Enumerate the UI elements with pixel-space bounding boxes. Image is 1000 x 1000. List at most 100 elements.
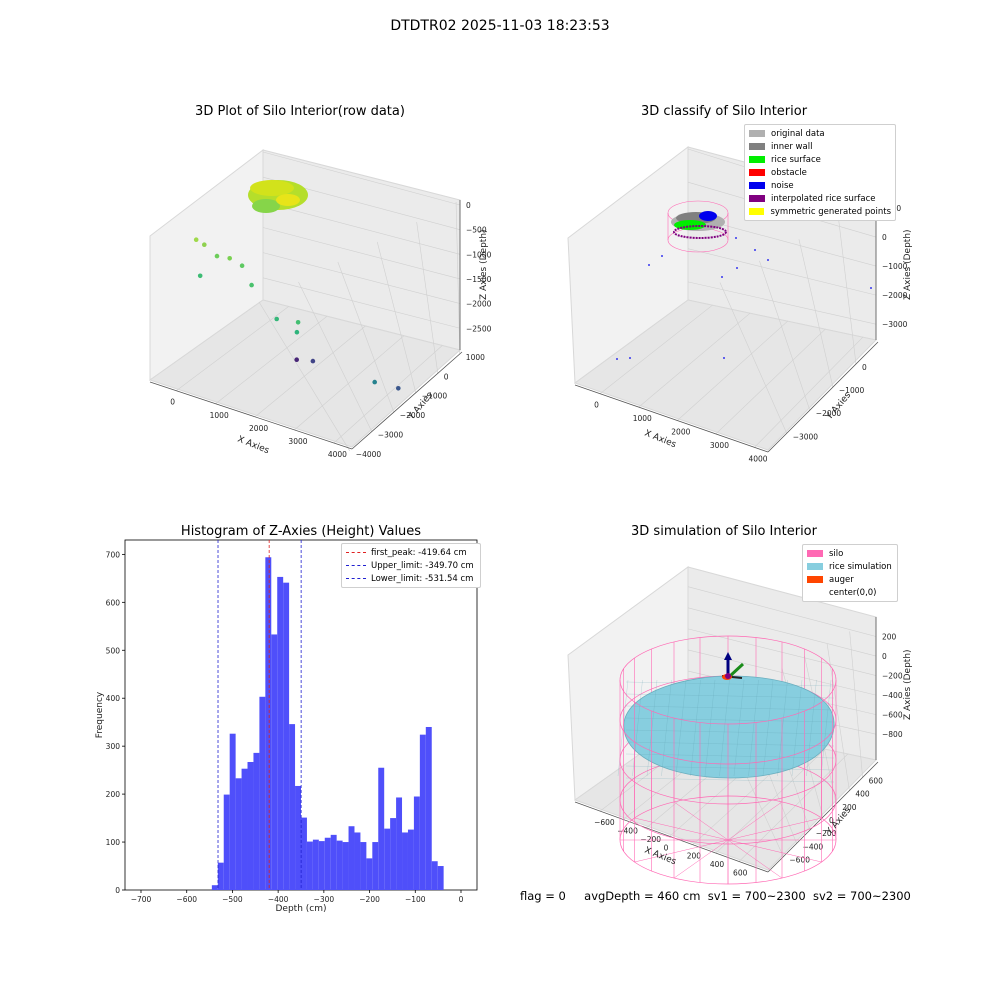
p1-grid-y <box>455 201 461 354</box>
p1-grid-y <box>298 281 373 432</box>
surface-blob-lower <box>252 199 280 213</box>
p4-grid-z <box>687 607 877 657</box>
p2-y-tick: −2000 <box>816 409 842 418</box>
histogram-bar <box>437 866 444 890</box>
p4-y-tick: −200 <box>816 829 837 838</box>
histogram-bar <box>342 842 349 890</box>
legend-swatch <box>807 576 823 583</box>
p2-x-tick: 2000 <box>671 428 690 437</box>
panel4-x-label: X Axies <box>643 846 678 868</box>
legend-item: noise <box>749 179 891 192</box>
p1-y-tick: −2000 <box>400 411 426 420</box>
panel4-title: 3D simulation of Silo Interior <box>631 524 817 539</box>
p4-y-tick: 600 <box>869 776 884 785</box>
raw-point <box>372 379 378 385</box>
p4-z-tick: −200 <box>882 672 903 681</box>
figure-title: DTDTR02 2025-11-03 18:23:53 <box>390 18 610 34</box>
histogram-bar <box>407 829 414 890</box>
p4-grid-y <box>849 631 863 778</box>
legend-item: rice surface <box>749 153 891 166</box>
panel3-title: Histogram of Z-Axies (Height) Values <box>180 524 422 539</box>
p1-y-tick: 0 <box>444 372 449 381</box>
legend-label: obstacle <box>771 167 807 178</box>
flag-value: flag = 0 <box>520 889 566 903</box>
panel1-box <box>148 148 463 452</box>
p2-grid-y <box>719 282 787 434</box>
p4-grid-x <box>738 753 849 862</box>
y-tick-label: 500 <box>106 646 121 655</box>
x-tick-label: −100 <box>405 895 426 904</box>
p4-y-tick: 400 <box>855 790 870 799</box>
x-tick-label: 0 <box>459 895 464 904</box>
x-axis-line <box>149 381 353 450</box>
legend-label: rice surface <box>771 154 821 165</box>
y-tick-label: 300 <box>106 742 121 751</box>
y-tick-label: 700 <box>106 550 121 559</box>
histogram-bar <box>390 818 397 890</box>
p1-grid-z <box>262 277 461 329</box>
x-tick-label: −600 <box>176 895 197 904</box>
p1-y-tick: −1000 <box>422 392 448 401</box>
legend-line-sample <box>346 578 366 579</box>
legend-label: silo <box>829 548 844 559</box>
histogram-bar <box>223 794 230 890</box>
histogram-bar <box>217 862 224 890</box>
p2-grid-y <box>759 260 811 411</box>
raw-point <box>310 358 316 364</box>
p2-y-tick: −1000 <box>839 386 865 395</box>
legend-swatch <box>749 182 765 189</box>
p4-grid-y <box>826 643 850 791</box>
p1-z-tick: −2500 <box>466 324 492 333</box>
p4-x-tick: −600 <box>594 818 615 827</box>
raw-point <box>249 282 254 288</box>
legend-label: center(0,0) <box>829 587 877 598</box>
p2-grid-x <box>638 312 751 408</box>
raw-point <box>202 242 207 247</box>
p2-z-tick: −3000 <box>882 320 908 329</box>
legend-swatch <box>749 195 765 202</box>
histogram-bar <box>419 734 426 890</box>
p4-y-tick: 200 <box>842 803 857 812</box>
avg-depth-value: avgDepth = 460 cm <box>584 889 701 903</box>
y-axis-line <box>767 341 879 453</box>
p1-z-tick: −2000 <box>466 300 492 309</box>
histogram-bar <box>271 634 278 890</box>
sv1-value: sv1 = 700~2300 <box>707 889 806 903</box>
hist-y-label: Frequency <box>95 691 105 738</box>
p1-y-tick: −3000 <box>378 431 404 440</box>
p4-z-tick: 0 <box>882 652 887 661</box>
panel2-noise-points <box>616 237 872 360</box>
legend-item: center(0,0) <box>807 586 893 599</box>
silo-floor-spoke <box>727 801 783 841</box>
legend-swatch <box>749 208 765 215</box>
legend-label: inner wall <box>771 141 813 152</box>
p1-x-tick: 3000 <box>288 437 307 446</box>
panel2-ticks: 010002000300040000−1000−2000−300010000−1… <box>594 204 908 463</box>
legend-label: auger <box>829 574 854 585</box>
legend-label: rice simulation <box>829 561 892 572</box>
legend-line-sample <box>346 552 366 553</box>
legend-swatch <box>749 156 765 163</box>
legend-item: inner wall <box>749 140 891 153</box>
histogram-bar <box>378 767 385 890</box>
histogram-bar <box>324 837 331 890</box>
histogram-bar <box>372 842 379 890</box>
p2-grid-x <box>715 328 826 435</box>
panel4-ticks: −600−400−20002004006006004002000−200−400… <box>594 633 903 878</box>
p2-z-tick: −1000 <box>882 262 908 271</box>
p2-grid-x <box>754 336 864 448</box>
noise-point <box>648 264 650 266</box>
noise-point <box>754 249 756 251</box>
raw-point <box>197 273 203 279</box>
histogram-bar <box>348 826 355 890</box>
histogram-bar <box>425 726 432 890</box>
p1-grid-x <box>215 316 328 405</box>
histogram-legend: first_peak: -419.64 cm Upper_limit: -349.… <box>341 543 481 588</box>
legend-item: symmetric generated points <box>749 205 891 218</box>
p4-y-tick: −400 <box>803 842 824 851</box>
y-axis-line <box>351 351 463 450</box>
p1-x-tick: 0 <box>170 398 175 407</box>
histogram-bar <box>211 885 218 890</box>
x-axis-line <box>574 384 769 453</box>
